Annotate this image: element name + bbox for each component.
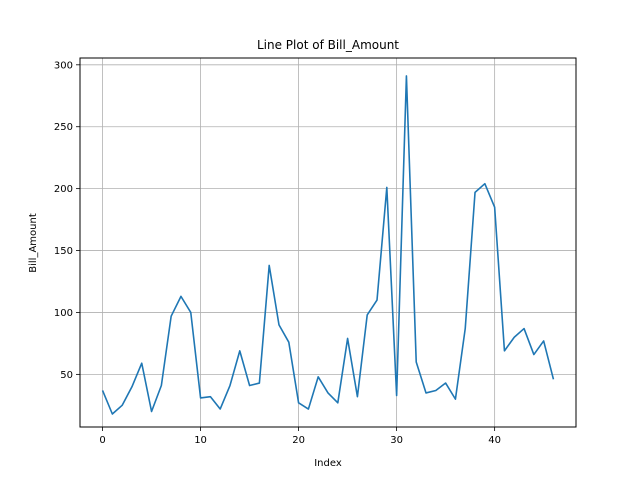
x-tick-label: 20 <box>292 435 305 446</box>
y-axis-label: Bill_Amount <box>28 213 39 273</box>
y-tick-label: 50 <box>60 370 73 381</box>
x-tick-label: 40 <box>488 435 501 446</box>
chart-title: Line Plot of Bill_Amount <box>257 38 399 52</box>
x-tick-label: 10 <box>194 435 207 446</box>
y-tick-label: 300 <box>54 60 73 71</box>
x-tick-label: 30 <box>390 435 403 446</box>
y-tick-label: 100 <box>54 308 73 319</box>
x-tick-label: 0 <box>99 435 105 446</box>
x-axis-label: Index <box>314 458 342 469</box>
y-tick-label: 250 <box>54 122 73 133</box>
y-tick-label: 150 <box>54 246 73 257</box>
y-tick-label: 200 <box>54 184 73 195</box>
